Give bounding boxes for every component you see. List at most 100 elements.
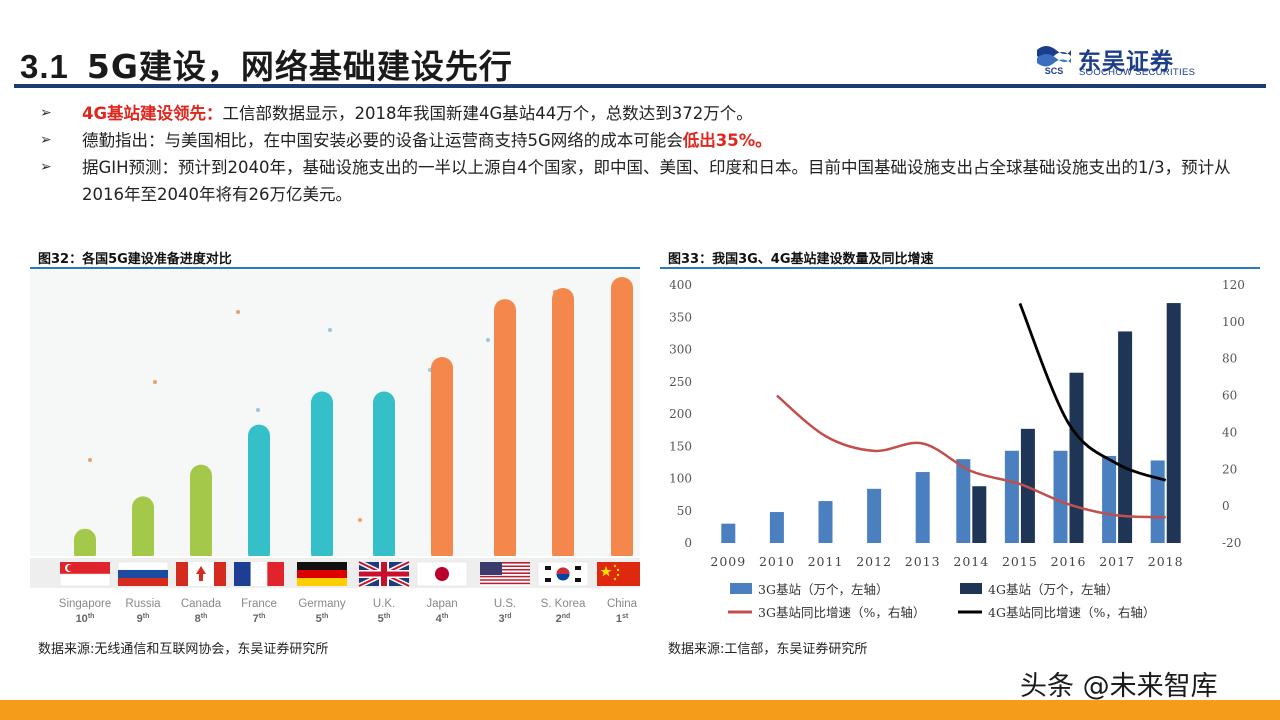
- readiness-bar: [248, 424, 270, 564]
- bar-4g: [1118, 331, 1133, 543]
- left-axis-tick: 250: [669, 375, 692, 389]
- readiness-bar: [431, 357, 453, 564]
- readiness-bar: [132, 496, 154, 564]
- legend-label: 3G基站（万个，左轴）: [758, 582, 888, 597]
- country-label: Germany: [298, 598, 346, 610]
- left-axis-tick: 100: [669, 472, 692, 486]
- readiness-bar: [74, 528, 96, 564]
- logo-name-cn: 东吴证券: [1078, 49, 1174, 75]
- right-axis-tick: -20: [1222, 536, 1241, 550]
- country-label: Canada: [181, 598, 222, 610]
- legend-label: 4G基站（万个，左轴）: [988, 582, 1118, 597]
- left-axis-tick: 0: [684, 536, 692, 550]
- rank-label: 1st: [616, 613, 629, 625]
- right-axis-tick: 0: [1222, 499, 1230, 513]
- rank-label: 5th: [316, 613, 329, 625]
- flag-icon: [597, 562, 640, 586]
- flag-icon: [357, 559, 411, 589]
- section-number: 3.1: [20, 48, 69, 85]
- x-axis-tick: 2012: [856, 554, 892, 569]
- x-axis-tick: 2017: [1099, 554, 1135, 569]
- country-readiness-svg: Singapore 10th Russia 9th Canada 8th France 7th…: [30, 270, 640, 628]
- bullet-item: ➢ 据GIH预测：预计到2040年，基础设施支出的一半以上源自4个国家，即中国、…: [40, 154, 1260, 208]
- x-axis-tick: 2013: [905, 554, 941, 569]
- bullet-text: 德勤指出：与美国相比，在中国安装必要的设备让运营商支持5G网络的成本可能会: [82, 131, 683, 150]
- country-label: Singapore: [59, 598, 111, 610]
- arrow-bullet-icon: ➢: [40, 105, 52, 121]
- bar-4g: [1069, 372, 1084, 543]
- decor-dot: [328, 328, 332, 332]
- legend-label: 4G基站同比增速（%，右轴）: [988, 605, 1155, 620]
- left-axis-tick: 200: [669, 407, 692, 421]
- bar-3g: [721, 523, 736, 543]
- country-label: U.K.: [373, 598, 395, 610]
- decor-dot: [256, 408, 260, 412]
- rank-label: 10th: [76, 613, 95, 625]
- base-station-svg: 0 50 100 150 200 250 300 350 400 -20 0 20 40 60 80 100 1…: [669, 278, 1245, 620]
- decor-dot: [358, 518, 362, 522]
- flag-icon: [537, 561, 589, 587]
- flag-icon: [117, 561, 169, 586]
- x-axis-tick: 2015: [1002, 554, 1038, 569]
- bar-3g: [1150, 460, 1165, 543]
- right-axis-tick: 80: [1222, 352, 1237, 366]
- title-divider: [14, 84, 1266, 88]
- right-axis-tick: 120: [1222, 278, 1245, 292]
- readiness-bar: [311, 391, 333, 564]
- bar-3g: [1004, 450, 1019, 543]
- left-axis-tick: 300: [669, 343, 692, 357]
- country-label: China: [607, 598, 638, 610]
- page-title: 3.1 5G建设，网络基础建设先行: [20, 40, 513, 88]
- right-axis-tick: 20: [1222, 462, 1237, 476]
- country-label: France: [241, 598, 277, 610]
- readiness-bar: [552, 288, 574, 564]
- rank-label: 9th: [137, 613, 150, 625]
- x-axis-tick: 2011: [808, 554, 844, 569]
- right-axis-tick: 40: [1222, 425, 1237, 439]
- right-figure-label: 图33：我国3G、4G基站建设数量及同比增速: [668, 252, 934, 267]
- line-4g-growth: [1018, 302, 1167, 482]
- section-title: 5G建设，网络基础建设先行: [86, 47, 513, 86]
- readiness-bar: [373, 391, 395, 564]
- bar-4g: [1166, 303, 1181, 543]
- flag-icon: [59, 562, 111, 587]
- rank-label: 8th: [195, 613, 208, 625]
- flag-icon: [297, 562, 347, 586]
- flag-icon: [480, 562, 530, 586]
- country-label: U.S.: [494, 598, 516, 610]
- bullet-item: ➢ 德勤指出：与美国相比，在中国安装必要的设备让运营商支持5G网络的成本可能会低…: [40, 127, 1260, 154]
- bottom-accent-bar: [0, 700, 1280, 720]
- country-label: S. Korea: [541, 598, 586, 610]
- x-axis-tick: 2010: [759, 554, 795, 569]
- left-axis-tick: 50: [677, 504, 692, 518]
- left-axis-tick: 150: [669, 439, 692, 453]
- logo-mark-icon: SCS: [1034, 44, 1074, 76]
- left-figure-label: 图32：各国5G建设准备进度对比: [38, 252, 232, 267]
- readiness-bar: [611, 277, 633, 564]
- arrow-bullet-icon: ➢: [40, 132, 52, 148]
- bar-3g: [956, 459, 971, 543]
- left-axis-tick: 400: [669, 278, 692, 292]
- line-3g-growth: [776, 394, 1166, 519]
- country-label: Russia: [125, 598, 161, 610]
- decor-dot: [236, 310, 240, 314]
- right-axis-tick: 100: [1222, 315, 1245, 329]
- bar-3g: [1102, 455, 1117, 543]
- bullet-highlight-tail: 低出35%。: [682, 131, 772, 150]
- decor-dot: [88, 458, 92, 462]
- right-axis-tick: 60: [1222, 389, 1237, 403]
- bar-3g: [769, 512, 784, 543]
- rank-label: 5th: [378, 613, 391, 625]
- bar-3g: [818, 501, 833, 543]
- x-axis-tick: 2014: [953, 554, 989, 569]
- bar-4g: [972, 486, 987, 543]
- bullet-highlight: 4G基站建设领先：: [82, 104, 223, 123]
- right-figure-source: 数据来源:工信部，东吴证券研究所: [668, 642, 868, 657]
- logo-mark-text: SCS: [1045, 66, 1064, 76]
- bar-3g: [915, 472, 930, 543]
- flag-icon: [176, 562, 226, 586]
- rank-label: 4th: [436, 613, 449, 625]
- x-axis-tick: 2018: [1148, 554, 1184, 569]
- x-axis-tick: 2009: [710, 554, 746, 569]
- legend-swatch: [960, 583, 982, 594]
